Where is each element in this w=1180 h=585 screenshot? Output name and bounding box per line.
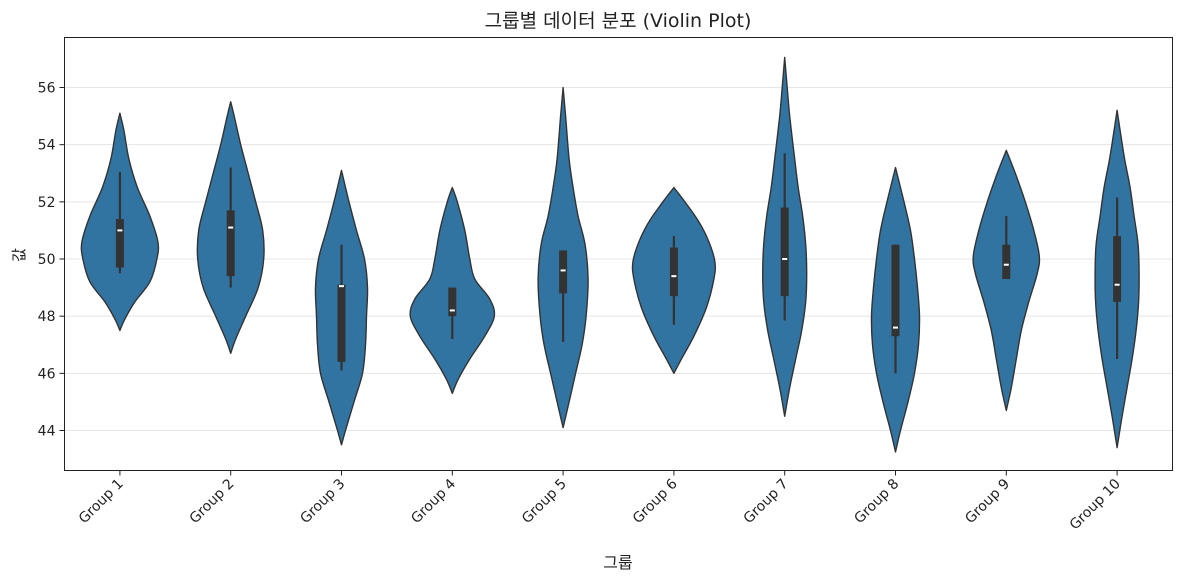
y-axis: 44 46 48 50 52 54 56 xyxy=(38,81,65,439)
x-tick-label: Group 7 xyxy=(741,476,792,527)
iqr-box xyxy=(669,247,678,297)
x-tick-label: Group 2 xyxy=(187,476,238,527)
violin-8 xyxy=(870,166,921,453)
violin-10 xyxy=(1094,109,1140,449)
x-tick-label: Group 9 xyxy=(962,476,1013,527)
iqr-box xyxy=(337,284,346,362)
iqr-box xyxy=(891,244,900,337)
violin-6 xyxy=(631,186,717,375)
violin-5 xyxy=(537,86,589,429)
plot-frame xyxy=(64,37,1173,471)
iqr-box xyxy=(448,287,457,317)
y-tick-label: 48 xyxy=(38,309,56,325)
x-axis-label: 그룹 xyxy=(603,553,632,572)
x-tick-label: Group 5 xyxy=(519,476,570,527)
iqr-box xyxy=(780,207,789,297)
y-tick-label: 52 xyxy=(38,195,56,211)
x-tick-label: Group 4 xyxy=(408,476,459,527)
x-axis: Group 1 Group 2 Group 3 Group 4 Group 5 Group… xyxy=(76,470,1124,533)
iqr-box xyxy=(115,218,124,268)
x-tick-label: Group 10 xyxy=(1067,476,1124,533)
y-axis-label: 값 xyxy=(10,248,28,262)
x-tick-label: Group 3 xyxy=(297,476,348,527)
violin-1 xyxy=(80,112,160,332)
x-tick-label: Group 8 xyxy=(851,476,902,527)
iqr-box xyxy=(1113,236,1122,302)
iqr-box xyxy=(226,210,235,277)
x-tick-label: Group 1 xyxy=(76,476,127,527)
y-tick-label: 56 xyxy=(38,81,56,97)
violin-9 xyxy=(972,149,1041,412)
violins xyxy=(80,56,1140,453)
iqr-box xyxy=(559,250,568,294)
y-tick-label: 46 xyxy=(38,366,56,382)
x-tick-label: Group 6 xyxy=(630,476,681,527)
violin-2 xyxy=(196,101,265,355)
violin-body xyxy=(972,149,1041,412)
y-tick-label: 44 xyxy=(38,423,56,439)
y-tick-label: 54 xyxy=(38,138,56,154)
violin-3 xyxy=(314,169,369,446)
violin-4 xyxy=(409,186,496,395)
y-tick-label: 50 xyxy=(38,252,56,268)
iqr-box xyxy=(1002,244,1011,280)
violin-7 xyxy=(762,56,808,417)
chart-title: 그룹별 데이터 분포 (Violin Plot) xyxy=(485,10,752,32)
